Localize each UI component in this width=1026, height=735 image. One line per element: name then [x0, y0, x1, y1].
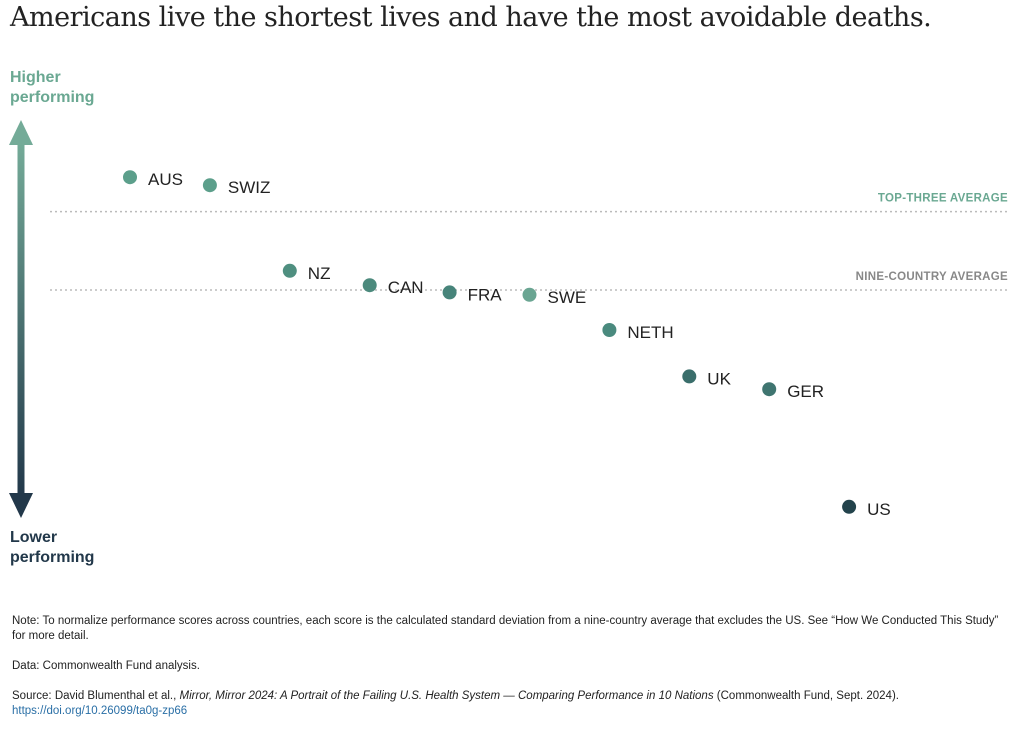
- data-label: NZ: [308, 264, 331, 283]
- scatter-chart: TOP-THREE AVERAGE NINE-COUNTRY AVERAGE AU…: [9, 120, 1010, 519]
- data-label: GER: [787, 382, 824, 401]
- data-point-uk: [682, 369, 697, 384]
- data-point-fra: [442, 285, 457, 300]
- source-title: Mirror, Mirror 2024: A Portrait of the F…: [179, 690, 714, 702]
- reference-line-label: TOP-THREE AVERAGE: [878, 193, 1008, 205]
- data-point-swiz: [202, 178, 217, 193]
- source-text: Source: David Blumenthal et al., Mirror,…: [12, 689, 1012, 719]
- data-label: US: [867, 500, 891, 519]
- data-label: AUS: [148, 170, 183, 189]
- data-label: NETH: [627, 323, 673, 342]
- source-link[interactable]: https://doi.org/10.26099/ta0g-zp66: [12, 705, 188, 717]
- source-prefix: Source: David Blumenthal et al.,: [12, 690, 180, 702]
- source-suffix: (Commonwealth Fund, Sept. 2024).: [713, 690, 899, 702]
- chart-title: Americans live the shortest lives and ha…: [10, 2, 932, 33]
- data-label: SWIZ: [228, 178, 271, 197]
- data-point-swe: [522, 287, 537, 302]
- data-point-us: [842, 499, 857, 514]
- lower-performing-label: Lower performing: [10, 529, 95, 566]
- reference-line-label: NINE-COUNTRY AVERAGE: [856, 271, 1008, 283]
- data-point-ger: [762, 382, 777, 397]
- higher-performing-label: Higher performing: [10, 69, 95, 106]
- data-label: FRA: [468, 285, 503, 304]
- data-point-neth: [602, 323, 617, 337]
- data-label: UK: [707, 369, 731, 388]
- note-text: Note: To normalize performance scores ac…: [12, 615, 999, 642]
- data-label: SWE: [548, 288, 587, 307]
- data-text: Data: Commonwealth Fund analysis.: [12, 660, 200, 672]
- data-point-nz: [282, 263, 297, 278]
- performance-arrow-icon: [9, 120, 33, 518]
- data-label: CAN: [388, 278, 424, 297]
- data-point-can: [362, 278, 377, 293]
- data-point-aus: [123, 170, 137, 185]
